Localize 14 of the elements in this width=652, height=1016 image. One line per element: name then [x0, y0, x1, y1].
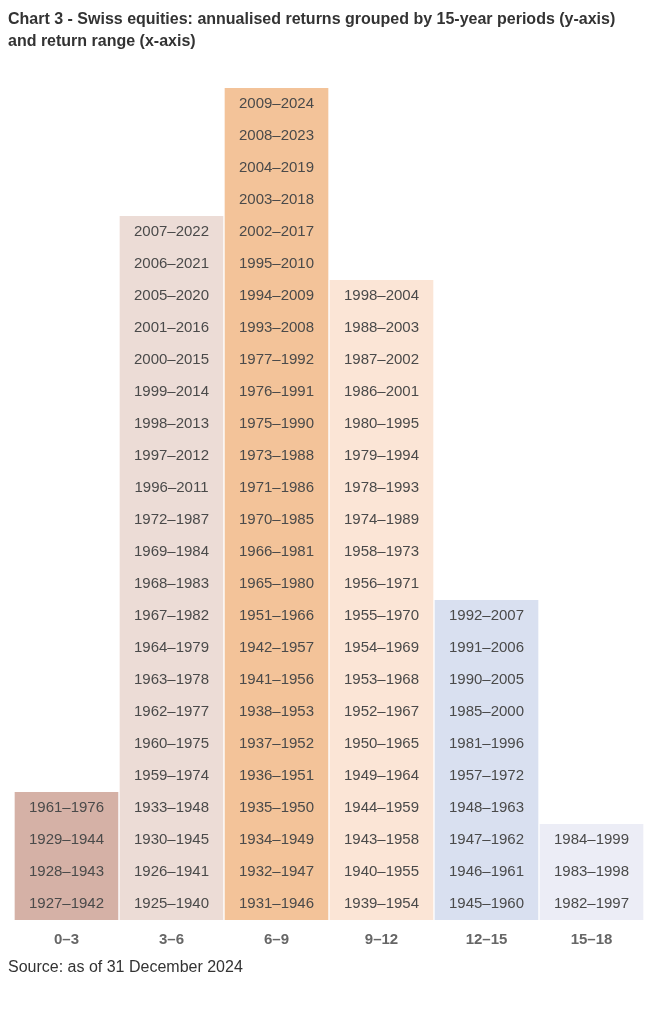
x-tick-label: 9–12: [364, 930, 399, 948]
x-tick-label: 6–9: [263, 930, 290, 948]
text: 2009–2024 2008–2023 2004–2019 2003–2018 2002–2017 1995–2010 1994–2009 1993–2008 1977–1992 1976–1991 1975–1990 1973–1988 1971–1986 1970–1985 1966–1981 1965–1980 1951–1966 1942–1957 1941–1956 1938–1953 1937–1952 1936–1951 1935–1950 1934–1949 1932–1947 1931–1946: [238, 94, 315, 912]
text: 1998–2004 1988–2003 1987–2002 1986–2001 1980–1995 1979–1994 1978–1993 1974–1989 1958–1973 1956–1971 1955–1970 1954–1969 1953–1968 1952–1967 1950–1965 1949–1964 1944–1959 1943–1958 1940–1955 1939–1954: [343, 286, 420, 912]
source-note: Source: as of 31 December 2024: [8, 958, 244, 976]
x-tick-label: 3–6: [158, 930, 185, 948]
x-tick-label: 0–3: [53, 930, 80, 948]
annotation: 1984–1999 1983–1998 1982–1997: [553, 830, 630, 912]
x-tick-label: 12–15: [465, 930, 508, 948]
annotation: 1961–1976 1929–1944 1928–1943 1927–1942: [28, 798, 105, 912]
text: 2007–2022 2006–2021 2005–2020 2001–2016 2000–2015 1999–2014 1998–2013 1997–2012 1996–2011 1972–1987 1969–1984 1968–1983 1967–1982 1964–1979 1963–1978 1962–1977 1960–1975 1959–1974 1933–1948 1930–1945 1926–1941 1925–1940: [133, 222, 210, 912]
chart-title: Chart 3 - Swiss equities: annualised returns grouped by 15-year periods (y-axis) and return range (x-axis): [8, 9, 617, 51]
x-tick-label: 15–18: [570, 930, 613, 948]
text: 1992–2007 1991–2006 1990–2005 1985–2000 1981–1996 1957–1972 1948–1963 1947–1962 1946–1961 1945–1960: [448, 606, 525, 912]
